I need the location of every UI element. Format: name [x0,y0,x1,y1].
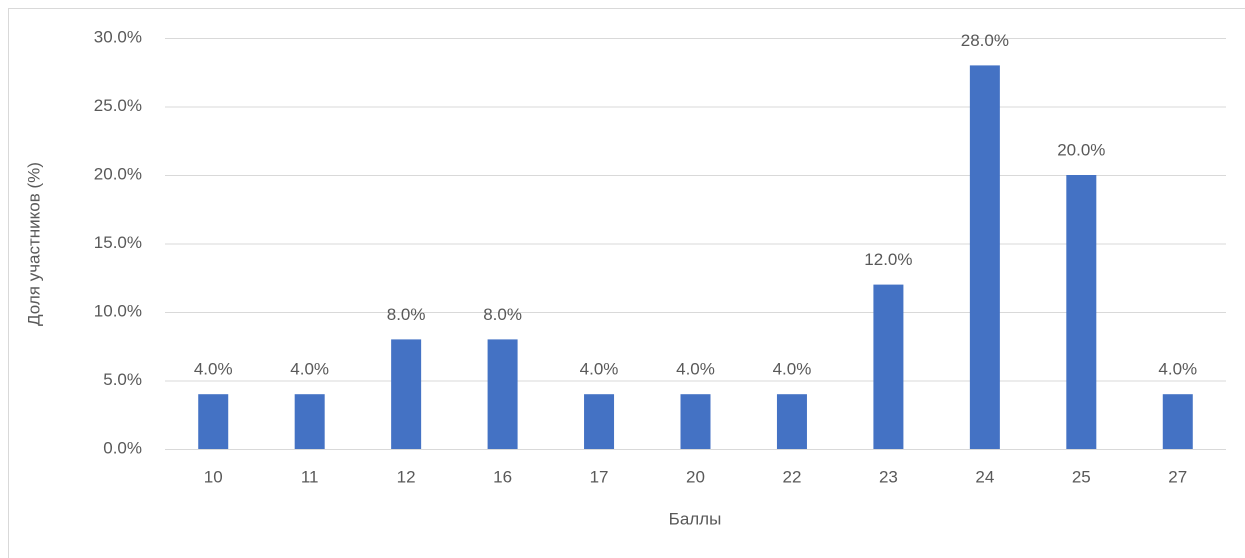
x-tick-label: 20 [686,467,705,486]
y-tick-label: 15.0% [94,233,142,252]
x-tick-label: 25 [1072,467,1091,486]
data-label: 4.0% [1158,360,1197,379]
x-axis-title: Баллы [669,509,722,528]
x-tick-label: 16 [493,467,512,486]
bar [776,394,807,449]
bar [391,339,422,449]
data-label: 4.0% [194,360,233,379]
data-label: 4.0% [773,360,812,379]
data-label: 4.0% [580,360,619,379]
data-label: 4.0% [290,360,329,379]
y-tick-label: 20.0% [94,164,142,183]
y-tick-label: 30.0% [94,27,142,46]
data-label: 4.0% [676,360,715,379]
x-tick-label: 24 [975,467,994,486]
bar [198,394,229,449]
x-tick-label: 23 [879,467,898,486]
x-tick-label: 12 [397,467,416,486]
data-label: 8.0% [483,305,522,324]
bar [1162,394,1193,449]
y-tick-label: 0.0% [103,438,142,457]
data-label: 28.0% [961,31,1009,50]
y-tick-label: 10.0% [94,301,142,320]
bar [1066,175,1097,449]
x-tick-label: 27 [1168,467,1187,486]
data-label: 8.0% [387,305,426,324]
y-axis-title: Доля участников (%) [24,162,43,326]
x-tick-label: 17 [590,467,609,486]
bar [487,339,518,449]
bar [294,394,325,449]
data-label: 12.0% [864,250,912,269]
bar [873,284,904,449]
data-label: 20.0% [1057,140,1105,159]
bar [969,65,1000,450]
x-tick-label: 11 [301,467,319,486]
bar [680,394,711,449]
chart-frame [8,8,1245,558]
y-tick-label: 25.0% [94,96,142,115]
x-tick-label: 22 [782,467,801,486]
x-tick-label: 10 [204,467,223,486]
bar [584,394,615,449]
y-tick-label: 5.0% [103,370,142,389]
